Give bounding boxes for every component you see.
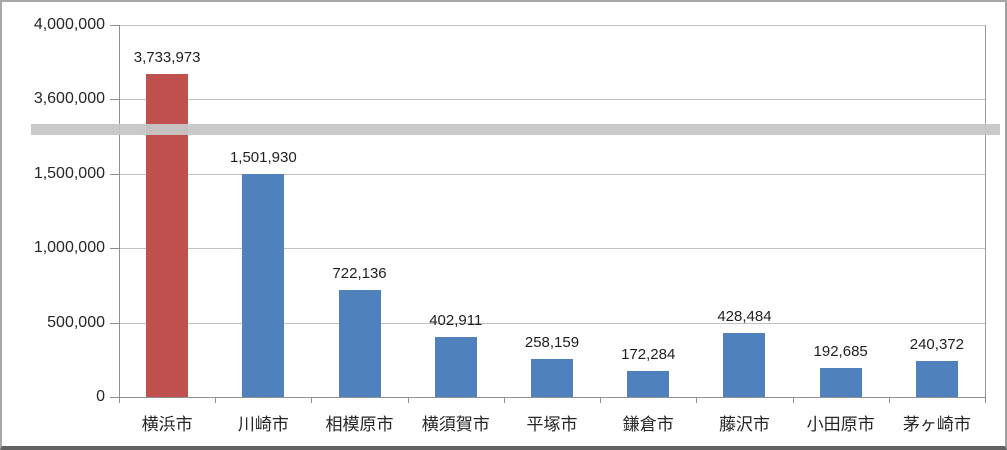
- bar-相模原市: [338, 289, 381, 397]
- category-label: 横浜市: [141, 415, 193, 434]
- bar-value-label: 428,484: [717, 308, 772, 326]
- x-axis-tick: [792, 397, 794, 403]
- category-label: 横須賀市: [421, 415, 490, 434]
- y-axis-tick-label: 500,000: [47, 313, 105, 331]
- x-axis-tick: [311, 397, 313, 403]
- category-label: 茅ヶ崎市: [902, 415, 971, 434]
- bar-横浜市: [146, 74, 189, 397]
- category-label: 川崎市: [237, 415, 289, 434]
- x-axis-tick: [696, 397, 698, 403]
- x-axis-tick: [600, 397, 602, 403]
- y-axis-tick-label: 4,000,000: [33, 16, 105, 33]
- y-gridline: [119, 322, 985, 324]
- bar-小田原市: [819, 368, 862, 397]
- y-axis-tick-label: 1,500,000: [33, 164, 105, 182]
- bar-value-label: 3,733,973: [133, 49, 201, 67]
- bar-value-label: 722,136: [332, 264, 387, 282]
- x-axis-tick: [985, 397, 986, 403]
- bar-value-label: 192,685: [813, 343, 868, 361]
- bar-value-label: 258,159: [524, 333, 580, 351]
- category-label: 小田原市: [806, 415, 875, 434]
- category-label: 藤沢市: [718, 415, 770, 434]
- y-axis-tick-label: 3,600,000: [33, 90, 105, 108]
- y-axis-tick-label: 0: [96, 388, 105, 405]
- x-axis-tick: [119, 397, 120, 403]
- y-axis-tick: [110, 173, 119, 175]
- y-axis-tick: [110, 397, 119, 398]
- category-label: 相模原市: [325, 415, 394, 434]
- y-gridline: [119, 248, 985, 250]
- x-axis-line: [119, 397, 985, 398]
- bar-鎌倉市: [627, 371, 670, 397]
- y-axis-tick: [110, 99, 119, 101]
- y-axis-tick: [110, 248, 119, 250]
- y-gridline: [119, 25, 985, 26]
- bar-value-label: 1,501,930: [229, 148, 297, 166]
- x-axis-tick: [215, 397, 217, 403]
- bar-川崎市: [242, 173, 285, 397]
- bar-横須賀市: [434, 337, 477, 397]
- bar-平塚市: [531, 358, 573, 397]
- y-gridline: [119, 99, 985, 101]
- category-label: 平塚市: [526, 415, 578, 434]
- bar-茅ヶ崎市: [915, 361, 958, 397]
- bar-value-label: 240,372: [909, 336, 964, 354]
- y-axis-tick-label: 1,000,000: [33, 239, 105, 257]
- x-axis-tick: [407, 397, 409, 403]
- bar-value-label: 172,284: [621, 346, 676, 364]
- bar-藤沢市: [723, 333, 766, 397]
- x-axis-tick: [888, 397, 890, 403]
- plot-border-right: [985, 25, 986, 397]
- x-axis-tick: [503, 397, 505, 403]
- y-axis-line: [119, 25, 120, 403]
- bar-value-label: 402,911: [429, 312, 483, 330]
- category-label: 鎌倉市: [622, 415, 674, 434]
- y-gridline: [119, 173, 985, 175]
- y-axis-tick: [110, 322, 119, 324]
- y-axis-tick: [110, 25, 119, 26]
- axis-break-band: [31, 124, 1000, 135]
